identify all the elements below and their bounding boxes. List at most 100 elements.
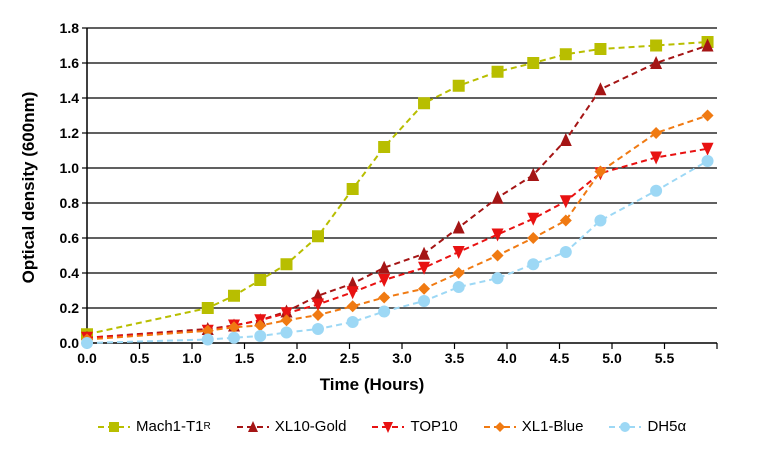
- data-point: [594, 43, 607, 55]
- series-line: [86, 160, 709, 344]
- data-point: [201, 324, 214, 337]
- data-point: [254, 319, 267, 332]
- x-tick-label: 2.0: [287, 350, 307, 366]
- data-point: [491, 65, 504, 78]
- legend-item: TOP10: [370, 418, 458, 435]
- data-point: [650, 39, 663, 52]
- data-point: [228, 289, 240, 302]
- data-point: [81, 337, 93, 349]
- data-point: [650, 151, 663, 165]
- data-point: [418, 97, 431, 110]
- data-point: [280, 314, 293, 327]
- data-point: [378, 305, 391, 318]
- y-tick-label: 0.0: [60, 335, 80, 351]
- legend-item: Mach1-T1 R: [96, 418, 211, 435]
- data-point: [559, 48, 572, 61]
- circle-marker-icon: [609, 421, 642, 432]
- data-point: [559, 133, 572, 146]
- data-point: [594, 82, 607, 96]
- x-tick-label: 2.5: [340, 350, 360, 366]
- data-point: [312, 323, 324, 335]
- data-point: [378, 260, 391, 274]
- data-point: [491, 249, 504, 262]
- triangle-up-marker-icon: [236, 420, 269, 432]
- y-tick-label: 0.4: [60, 265, 80, 281]
- legend-label: XL1-Blue: [521, 418, 584, 435]
- data-point: [491, 228, 504, 242]
- x-axis-label: Time (Hours): [320, 375, 425, 394]
- legend-label: DH5α: [647, 418, 687, 435]
- series-line: [86, 147, 708, 339]
- data-point: [254, 274, 267, 286]
- legend-marker: [109, 421, 119, 432]
- legend-item: XL10-Gold: [235, 418, 346, 435]
- triangle-down-marker-icon: [372, 421, 405, 433]
- data-point: [346, 286, 359, 300]
- legend-item: DH5α: [607, 418, 686, 435]
- data-point: [650, 184, 663, 197]
- data-point: [559, 246, 572, 258]
- data-point: [418, 246, 431, 260]
- y-tick-label: 1.6: [60, 55, 80, 71]
- data-point: [701, 109, 714, 122]
- data-point: [254, 330, 267, 342]
- series-xl10-gold: [81, 38, 714, 344]
- data-point: [491, 272, 504, 285]
- y-tick-label: 1.4: [60, 90, 80, 106]
- series-line: [86, 114, 708, 341]
- legend-marker: [494, 421, 505, 432]
- data-point: [452, 267, 465, 279]
- data-point: [418, 261, 431, 275]
- data-point: [491, 190, 504, 204]
- x-tick-label: 0.5: [130, 350, 150, 366]
- data-point: [418, 282, 431, 295]
- data-point: [452, 220, 465, 234]
- x-tick-label: 1.5: [235, 350, 255, 366]
- series-dh5-: [81, 155, 714, 349]
- data-point: [527, 57, 540, 69]
- data-point: [452, 79, 465, 92]
- diamond-marker-icon: [483, 421, 516, 432]
- data-point: [594, 165, 607, 178]
- x-tick-label: 1.0: [182, 350, 202, 366]
- legend-marker: [620, 421, 631, 432]
- data-point: [650, 56, 663, 69]
- data-point: [280, 307, 293, 321]
- data-point: [312, 309, 324, 321]
- data-point: [280, 326, 293, 339]
- x-tick-label: 4.0: [497, 350, 517, 366]
- legend: Mach1-T1 R XL10-Gold TOP10 XL1-Blue DH5α: [96, 418, 710, 435]
- data-point: [312, 298, 324, 312]
- y-tick-label: 0.2: [60, 300, 80, 316]
- data-point: [701, 155, 714, 167]
- data-point: [701, 142, 714, 156]
- x-tick-label: 5.0: [602, 350, 622, 366]
- data-point: [527, 212, 540, 226]
- data-point: [312, 230, 324, 243]
- y-tick-label: 0.6: [60, 230, 80, 246]
- legend-marker: [383, 421, 394, 433]
- y-axis-label: Optical density (600nm): [19, 92, 38, 284]
- line-chart: 0.0 0.2 0.4 0.6 0.8 1.0 1.2 1.4 1.6 1.8 0.0 0.5 1.0 1…: [19, 20, 718, 394]
- data-point: [594, 214, 607, 227]
- data-point: [228, 321, 240, 334]
- data-point: [527, 232, 540, 244]
- x-tick-label: 3.5: [445, 350, 465, 366]
- data-point: [559, 195, 572, 209]
- legend-marker: [247, 420, 258, 432]
- legend-label: TOP10: [410, 418, 458, 435]
- y-tick-label: 0.8: [60, 195, 80, 211]
- series-xl1-blue: [81, 109, 714, 346]
- square-marker-icon: [98, 421, 130, 432]
- data-point: [378, 141, 391, 153]
- data-point: [201, 302, 214, 314]
- data-point: [701, 38, 714, 52]
- x-tick-label: 4.5: [550, 350, 570, 366]
- data-point: [346, 300, 359, 313]
- data-point: [527, 258, 540, 271]
- y-tick-label: 1.8: [60, 20, 80, 36]
- data-point: [650, 127, 663, 139]
- data-point: [452, 281, 465, 293]
- legend-label-superscript: R: [203, 421, 211, 432]
